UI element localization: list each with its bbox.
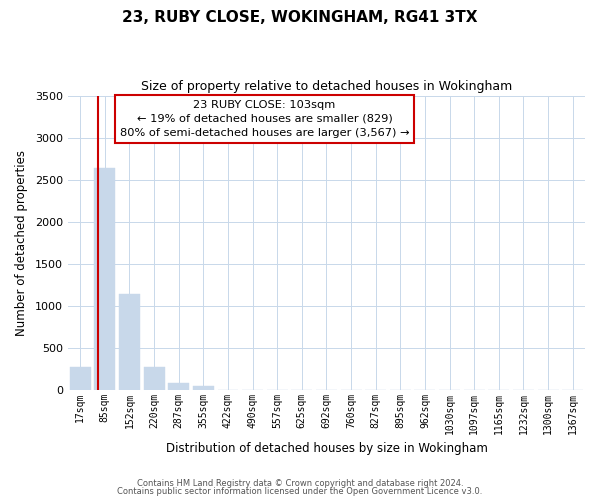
Y-axis label: Number of detached properties: Number of detached properties (15, 150, 28, 336)
Text: Contains public sector information licensed under the Open Government Licence v3: Contains public sector information licen… (118, 487, 482, 496)
Text: 23 RUBY CLOSE: 103sqm
← 19% of detached houses are smaller (829)
80% of semi-det: 23 RUBY CLOSE: 103sqm ← 19% of detached … (119, 100, 409, 138)
Text: Contains HM Land Registry data © Crown copyright and database right 2024.: Contains HM Land Registry data © Crown c… (137, 478, 463, 488)
Bar (143, 367, 164, 390)
Bar (168, 383, 189, 390)
Bar (94, 168, 115, 390)
X-axis label: Distribution of detached houses by size in Wokingham: Distribution of detached houses by size … (166, 442, 487, 455)
Bar (70, 367, 91, 390)
Text: 23, RUBY CLOSE, WOKINGHAM, RG41 3TX: 23, RUBY CLOSE, WOKINGHAM, RG41 3TX (122, 10, 478, 25)
Bar (193, 386, 214, 390)
Title: Size of property relative to detached houses in Wokingham: Size of property relative to detached ho… (141, 80, 512, 93)
Bar (119, 294, 140, 390)
